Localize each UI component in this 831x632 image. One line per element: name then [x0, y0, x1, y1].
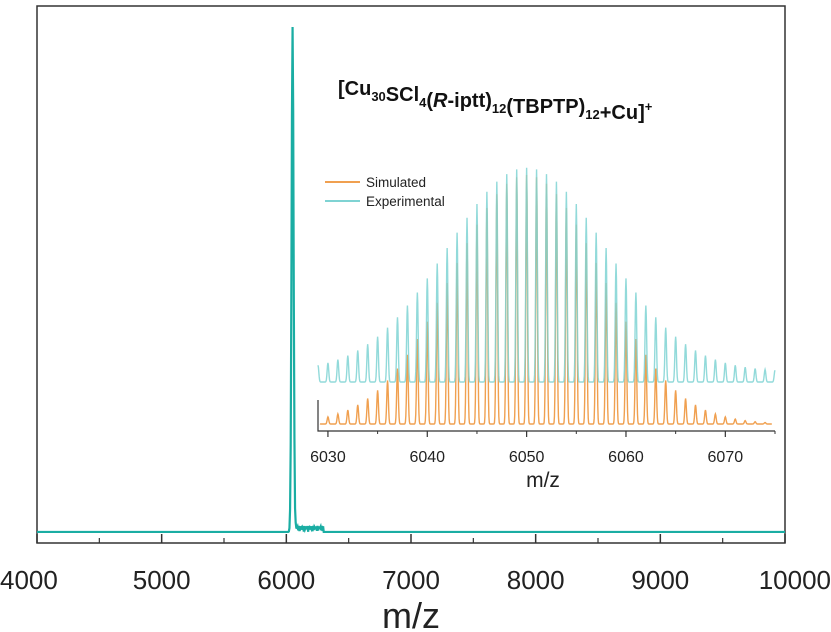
main-x-tick-label: 10000 — [759, 565, 831, 595]
inset-axes — [317, 400, 775, 432]
main-x-tick-label: 5000 — [133, 565, 191, 595]
formula-part: [Cu — [338, 78, 371, 100]
formula-part: SCl — [386, 84, 419, 106]
inset-legend: Simulated Experimental — [325, 175, 445, 209]
main-x-axis-label: m/z — [382, 595, 440, 632]
formula-part: -iptt) — [448, 90, 492, 112]
inset-x-tick-label: 6040 — [409, 449, 445, 466]
main-x-tick-label: 7000 — [382, 565, 440, 595]
inset-x-tick-label: 6050 — [509, 449, 545, 466]
inset-x-tick-label: 6030 — [310, 449, 346, 466]
formula-part: 12 — [492, 101, 506, 116]
formula-part: (TBPTP) — [506, 96, 585, 118]
main-x-tick-label: 9000 — [631, 565, 689, 595]
inset-x-tick-label: 6060 — [608, 449, 644, 466]
formula-part: 4 — [419, 95, 427, 110]
main-x-tick-label: 4000 — [0, 565, 58, 595]
main-x-tick-label: 6000 — [257, 565, 315, 595]
main-spectrum-line — [37, 26, 785, 534]
experimental-spectrum-line — [317, 167, 776, 383]
inset-chart: 6030 6040 6050 6060 6070 m/z Simulated Exper… — [310, 167, 776, 492]
legend-experimental-label: Experimental — [366, 194, 445, 209]
inset-x-tick-label: 6070 — [708, 449, 744, 466]
inset-x-axis-label: m/z — [526, 469, 560, 492]
main-x-tick-label: 8000 — [507, 565, 565, 595]
legend-simulated-label: Simulated — [366, 175, 426, 190]
formula-part: 30 — [371, 89, 385, 104]
formula-part: 12 — [585, 107, 599, 122]
main-x-axis: 4000 5000 6000 7000 8000 9000 10000 — [0, 534, 831, 595]
inset-x-axis: 6030 6040 6050 6060 6070 — [310, 431, 776, 466]
formula-part: + — [645, 99, 653, 114]
formula-part: ( — [426, 90, 433, 112]
formula-annotation: [Cu30SCl4(R-iptt)12(TBPTP)12+Cu]+ — [338, 78, 653, 124]
formula-part: R — [433, 90, 448, 112]
formula-part: +Cu] — [600, 102, 645, 124]
